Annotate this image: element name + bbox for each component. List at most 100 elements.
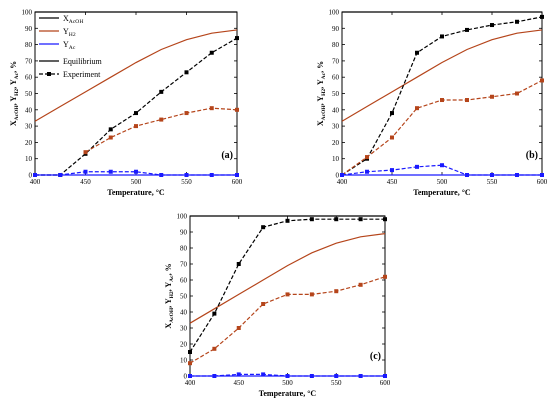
equilibrium-line-1 [189, 233, 386, 324]
legend-label: YAc [63, 40, 76, 51]
experiment-line-3 [341, 16, 543, 176]
experiment-point [540, 173, 544, 177]
experiment-point [134, 111, 138, 116]
y-tick-label: 70 [180, 261, 188, 269]
y-tick-label: 30 [180, 325, 188, 333]
experiment-point [415, 50, 419, 55]
experiment-point [465, 98, 469, 103]
y-tick-label: 0 [184, 373, 188, 381]
y-axis-label: XAcOH, YH2, YAc, % [316, 61, 327, 126]
panel-label: (a) [221, 150, 233, 161]
experiment-point [235, 173, 239, 177]
x-tick-label: 550 [181, 178, 192, 186]
y-tick-label: 80 [25, 41, 33, 49]
y-label-sub: H2 [169, 291, 175, 298]
experiment-point [309, 374, 314, 378]
experiment-point [465, 27, 469, 32]
y-label-sep: , [164, 288, 173, 292]
y-label-part: X [316, 120, 325, 126]
experiment-point [358, 282, 363, 287]
experiment-line-5 [35, 171, 237, 176]
legend-label-sub: AcOH [69, 19, 84, 25]
y-label-part: X [9, 120, 18, 126]
y-tick-label: 0 [336, 172, 340, 180]
experiment-point [309, 217, 314, 222]
y-label-sub: AcOH [14, 105, 20, 121]
legend-label: YH2 [63, 27, 76, 38]
panel-b: 400 450 500 550 600 0 10 20 30 40 50 60 70 80 90 100 Tem… [316, 9, 548, 198]
y-label-part: Y [316, 96, 325, 102]
y-tick-label: 0 [29, 172, 33, 180]
y-axis-label: XAcOH, YH2, YAc, % [164, 263, 175, 328]
y-label-sep: , [316, 102, 325, 106]
experiment-point [285, 218, 290, 223]
panel-label: (c) [370, 351, 381, 362]
experiment-point [236, 262, 241, 266]
experiment-point [108, 169, 113, 174]
legend-label: Experiment [63, 70, 101, 79]
y-label-sep: , [9, 69, 18, 73]
x-tick-label: 550 [331, 379, 342, 387]
x-tick-label: 450 [80, 178, 91, 186]
y-tick-label: 40 [180, 309, 188, 317]
experiment-point [440, 98, 444, 103]
experiment-point [235, 107, 239, 112]
experiment-line-4 [341, 79, 543, 176]
experiment-point [58, 173, 63, 177]
y-label-sep: , [164, 304, 173, 308]
y-tick-label: 30 [25, 123, 33, 131]
equilibrium-line-1 [341, 29, 543, 122]
experiment-point [383, 217, 387, 222]
experiment-point [415, 106, 419, 111]
y-label-part: Y [316, 79, 325, 85]
y-label-part: Y [164, 298, 173, 304]
experiment-point [440, 34, 444, 39]
experiment-point [212, 346, 217, 351]
y-tick-label: 100 [22, 9, 33, 17]
legend-label-main: Equilibrium [63, 57, 102, 66]
experiment-point [209, 173, 214, 177]
experiment-point [188, 374, 192, 378]
experiment-point [33, 173, 37, 177]
legend-label-main: Experiment [63, 70, 101, 79]
experiment-point [334, 374, 339, 378]
experiment-point [261, 302, 266, 306]
experiment-point [184, 173, 189, 177]
experiment-point [383, 374, 387, 378]
x-tick-label: 600 [537, 178, 548, 186]
x-tick-label: 550 [487, 178, 498, 186]
experiment-point [490, 23, 494, 28]
experiment-point [415, 164, 419, 169]
legend-label-sub: H2 [69, 32, 76, 38]
y-tick-label: 10 [180, 357, 188, 365]
panel-label: (b) [526, 150, 538, 161]
experiment-point [209, 50, 214, 55]
experiment-point [212, 311, 217, 316]
experiment-point [334, 289, 339, 294]
legend-label-main: Y [63, 40, 69, 49]
y-tick-label: 40 [25, 106, 33, 114]
experiment-point [159, 89, 164, 94]
x-tick-label: 450 [234, 379, 245, 387]
legend-marker [47, 72, 51, 76]
experiment-point [235, 36, 239, 41]
experiment-point [358, 374, 363, 378]
experiment-point [334, 217, 339, 222]
y-label-sep: , [164, 271, 173, 275]
x-tick-label: 500 [437, 178, 448, 186]
experiment-point [261, 225, 266, 230]
y-tick-label: 60 [180, 277, 188, 285]
y-tick-label: 20 [25, 139, 33, 147]
legend-label: Equilibrium [63, 57, 102, 66]
experiment-line-5 [341, 164, 542, 176]
experiment-point [540, 78, 544, 83]
y-tick-label: 20 [332, 139, 340, 147]
experiment-point [134, 124, 138, 129]
experiment-point [184, 111, 189, 116]
experiment-point [465, 173, 469, 177]
experiment-point [261, 372, 266, 377]
experiment-point [340, 173, 344, 177]
x-axis-label: Temperature, °C [107, 188, 165, 197]
